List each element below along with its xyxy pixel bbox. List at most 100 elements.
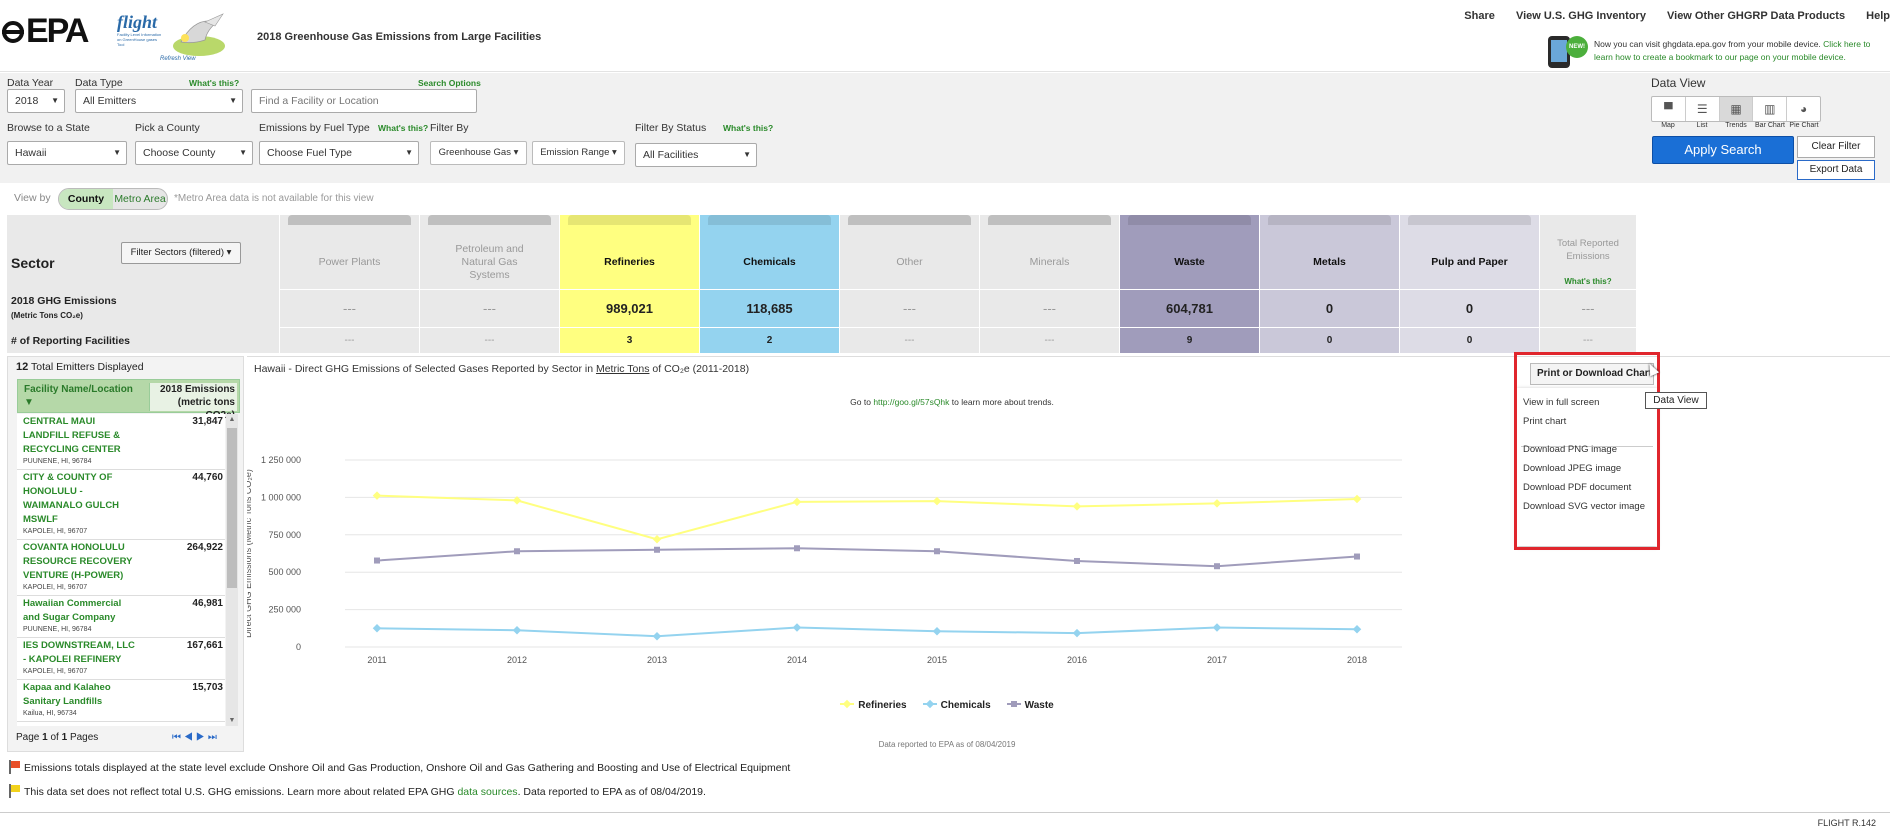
scroll-up-icon[interactable]: ▲: [228, 416, 236, 423]
facility-name[interactable]: CITY & COUNTY OF HONOLULU - WAIMANALO GU…: [23, 472, 120, 525]
greenhouse-gas-dropdown[interactable]: Greenhouse Gas ▾: [430, 141, 527, 165]
sector-column[interactable]: Metals 0 0: [1259, 215, 1399, 353]
next-page-icon[interactable]: ▶: [195, 732, 208, 743]
mobile-bookmark-link[interactable]: Click here to learn how to create a book…: [1594, 39, 1871, 62]
metric-tons-link[interactable]: Metric Tons: [595, 363, 650, 375]
sector-column[interactable]: Refineries 989,021 3: [559, 215, 699, 353]
legend-item[interactable]: Refineries: [840, 699, 907, 711]
trends-link[interactable]: http://goo.gl/57sQhk: [873, 397, 950, 407]
data-year-select[interactable]: 2018 ▼: [7, 89, 65, 113]
menu-download-svg[interactable]: Download SVG vector image: [1523, 501, 1645, 512]
list-item[interactable]: IES DOWNSTREAM, LLC - KAPOLEI REFINERY KA…: [17, 638, 225, 680]
facility-emissions: 46,981: [192, 598, 223, 609]
metro-area-toggle[interactable]: Metro Area: [114, 193, 166, 205]
help-link[interactable]: Help: [1866, 10, 1890, 22]
sector-column[interactable]: Pulp and Paper 0 0: [1399, 215, 1539, 353]
first-page-icon[interactable]: ⏮: [172, 732, 184, 743]
menu-download-jpeg[interactable]: Download JPEG image: [1523, 463, 1622, 474]
list-scrollbar[interactable]: ▲ ▼: [226, 414, 238, 726]
pie-chart-view-button[interactable]: ◕: [1787, 97, 1820, 121]
state-select[interactable]: Hawaii ▼: [7, 141, 127, 165]
ghg-inventory-link[interactable]: View U.S. GHG Inventory: [1515, 10, 1646, 22]
search-options-link[interactable]: Search Options: [418, 78, 481, 88]
emissions-column-header[interactable]: 2018 Emissions(metric tons CO2e): [149, 383, 237, 421]
sector-column[interactable]: Other --- ---: [839, 215, 979, 353]
sector-column[interactable]: Total Reported Emissions What's this? --- -…: [1539, 215, 1636, 353]
facility-address: Kailua, HI, 96734: [23, 710, 77, 717]
trends-view-button[interactable]: ▦: [1719, 97, 1754, 121]
status-select[interactable]: All Facilities ▼: [635, 143, 757, 167]
total-whats-this[interactable]: What's this?: [1564, 277, 1612, 286]
facility-name[interactable]: CENTRAL MAUI LANDFILL REFUSE & RECYCLING…: [23, 416, 121, 455]
new-badge: NEW!: [1566, 36, 1588, 58]
sector-column[interactable]: Petroleum and Natural Gas Systems --- ---: [419, 215, 559, 353]
sector-column[interactable]: Chemicals 118,685 2: [699, 215, 839, 353]
menu-download-png[interactable]: Download PNG image: [1523, 444, 1617, 455]
x-tick-label: 2017: [1207, 655, 1227, 665]
legend-item[interactable]: Chemicals: [922, 699, 991, 711]
chart-export-menu: View in full screen Print chart Download…: [1517, 388, 1657, 546]
facility-name[interactable]: COVANTA HONOLULU RESOURCE RECOVERY VENTU…: [23, 542, 133, 581]
epa-logo[interactable]: EPA: [2, 12, 89, 51]
scroll-thumb[interactable]: [227, 428, 237, 588]
prev-page-icon[interactable]: ◀: [184, 732, 196, 743]
emission-range-dropdown[interactable]: Emission Range ▾: [532, 141, 625, 165]
sector-facility-count: 0: [1466, 335, 1473, 346]
county-toggle[interactable]: County: [59, 189, 113, 209]
sector-column[interactable]: Power Plants --- ---: [279, 215, 419, 353]
sector-column[interactable]: Waste 604,781 9: [1119, 215, 1259, 353]
menu-download-pdf[interactable]: Download PDF document: [1523, 482, 1632, 493]
facility-address: KAPOLEI, HI, 96707: [23, 668, 88, 675]
facility-name[interactable]: IES DOWNSTREAM, LLC - KAPOLEI REFINERY: [23, 640, 135, 665]
map-view-button[interactable]: ▀: [1652, 97, 1686, 121]
refresh-view-link[interactable]: Refresh View: [160, 56, 196, 62]
data-point: [792, 497, 802, 507]
county-select[interactable]: Choose County ▼: [135, 141, 253, 165]
list-item[interactable]: CITY & COUNTY OF HONOLULU - WAIMANALO GU…: [17, 470, 225, 540]
scroll-down-icon[interactable]: ▼: [228, 717, 236, 724]
menu-view-full-screen[interactable]: View in full screen: [1523, 397, 1600, 408]
export-data-button[interactable]: Export Data: [1797, 160, 1875, 180]
facility-name[interactable]: Hawaiian Commercial and Sugar Company: [23, 598, 122, 623]
flight-logo[interactable]: flight Facility Level Information on Gre…: [117, 10, 237, 66]
data-point: [1214, 563, 1220, 570]
sector-emissions-value: 604,781: [1166, 301, 1213, 316]
data-point: [932, 627, 942, 636]
share-link[interactable]: Share: [1464, 10, 1495, 22]
clear-filter-button[interactable]: Clear Filter: [1797, 136, 1875, 158]
facility-name[interactable]: Kapaa and Kalaheo Sanitary Landfills: [23, 682, 111, 707]
sector-emissions-value: ---: [1581, 301, 1595, 316]
view-by-label: View by: [14, 192, 51, 204]
yellow-flag-icon: [8, 784, 20, 798]
data-type-whats-this[interactable]: What's this?: [189, 78, 240, 88]
data-point: [1212, 623, 1222, 632]
fuel-whats-this[interactable]: What's this?: [378, 123, 429, 133]
list-item[interactable]: Hawaiian Commercial and Sugar Company PUU…: [17, 596, 225, 638]
y-tick-label: 1 000 000: [261, 492, 301, 502]
list-item[interactable]: COVANTA HONOLULU RESOURCE RECOVERY VENTU…: [17, 540, 225, 596]
menu-print-chart[interactable]: Print chart: [1523, 416, 1567, 427]
legend-item[interactable]: Waste: [1006, 700, 1054, 711]
sector-column[interactable]: Minerals --- ---: [979, 215, 1119, 353]
facility-name-column-header[interactable]: Facility Name/Location ▼: [24, 384, 133, 408]
other-products-link[interactable]: View Other GHGRP Data Products: [1667, 10, 1846, 22]
data-sources-link[interactable]: data sources: [457, 786, 518, 798]
data-point: [654, 546, 660, 553]
list-view-button[interactable]: ☰: [1686, 97, 1720, 121]
search-input[interactable]: [251, 89, 477, 113]
facility-emissions: 31,847: [192, 416, 223, 427]
bar-chart-view-button[interactable]: ▥: [1753, 97, 1788, 121]
status-whats-this[interactable]: What's this?: [723, 123, 774, 133]
x-tick-label: 2011: [367, 655, 386, 665]
list-item[interactable]: Kapaa and Kalaheo Sanitary Landfills Kail…: [17, 680, 225, 722]
sector-tab: [568, 215, 691, 225]
print-download-chart-button[interactable]: Print or Download Chart: [1530, 363, 1654, 385]
apply-search-button[interactable]: Apply Search: [1652, 136, 1794, 164]
filter-sectors-button[interactable]: Filter Sectors (filtered) ▾: [121, 242, 241, 264]
list-item[interactable]: CENTRAL MAUI LANDFILL REFUSE & RECYCLING…: [17, 414, 225, 470]
last-page-icon[interactable]: ⏭: [207, 732, 220, 743]
data-type-select[interactable]: All Emitters ▼: [75, 89, 243, 113]
fuel-type-select[interactable]: Choose Fuel Type ▼: [259, 141, 419, 165]
sector-name: Chemicals: [743, 255, 796, 268]
footer-note-1: Emissions totals displayed at the state …: [8, 760, 790, 774]
